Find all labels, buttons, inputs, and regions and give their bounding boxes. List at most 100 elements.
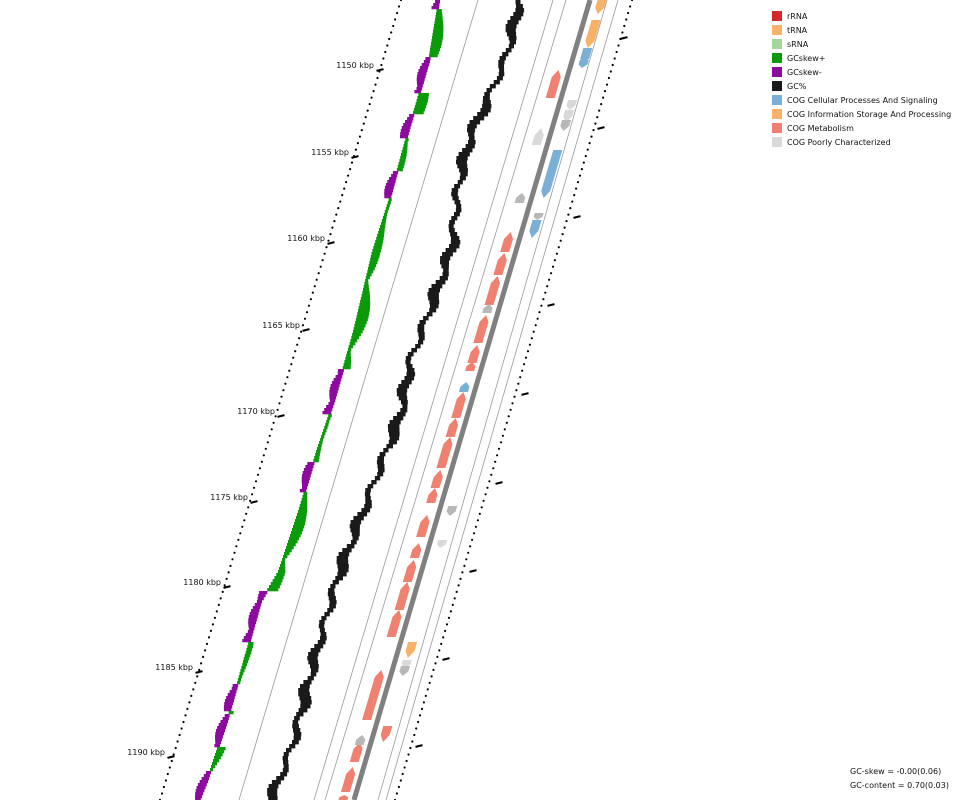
gc-content-bar <box>493 80 500 85</box>
gc-skew-negative-bar <box>256 600 262 604</box>
ruler-dot <box>333 220 336 223</box>
gc-skew-negative-bar <box>301 477 310 481</box>
legend-label: rRNA <box>787 11 808 21</box>
gc-content-bar <box>268 784 279 789</box>
gc-content-bar <box>377 456 384 461</box>
gc-content-bar <box>336 560 349 565</box>
gc-content-bar <box>455 208 462 213</box>
ruler-dot <box>298 337 301 340</box>
gc-skew-positive-bar <box>432 36 443 40</box>
ruler-dot <box>284 382 287 385</box>
small-feature-feature <box>560 120 572 131</box>
gc-skew-positive-bar <box>415 102 428 106</box>
ruler-dot <box>561 233 564 236</box>
ruler-dot <box>521 369 524 372</box>
ruler-dot <box>590 135 593 138</box>
gc-content-bar <box>431 284 443 289</box>
cog-poor-feature <box>563 110 574 122</box>
ruler-dot <box>219 597 222 600</box>
small-feature-feature <box>354 735 366 745</box>
ruler-dot <box>213 616 216 620</box>
gc-skew-positive-bar <box>397 165 404 169</box>
gc-skew-positive-bar <box>286 546 294 550</box>
gc-skew-positive-bar <box>434 21 444 25</box>
gc-skew-negative-bar <box>328 402 335 406</box>
ruler-dot <box>467 551 470 554</box>
gc-content-bar <box>357 512 368 517</box>
cog-cellular-feature <box>458 382 470 392</box>
ruler-dot <box>172 753 175 756</box>
ruler-dot <box>472 532 476 535</box>
ruler-dot <box>413 733 416 737</box>
legend-swatch-icon <box>772 123 782 133</box>
gc-content-bar <box>443 268 449 273</box>
gc-content-bar <box>310 664 319 669</box>
gc-skew-positive-bar <box>355 318 368 322</box>
gc-content-bar <box>401 400 408 405</box>
gc-content-bar <box>427 292 439 297</box>
gc-skew-positive-bar <box>216 750 225 754</box>
gc-skew-negative-bar <box>227 693 236 697</box>
gc-skew-positive-bar <box>375 240 383 244</box>
cog-metabolism-feature <box>473 315 489 343</box>
track-guide-line <box>377 0 608 800</box>
gc-content-bar <box>480 108 491 113</box>
ruler-dot <box>176 740 179 743</box>
gc-content-bar <box>298 688 310 693</box>
gc-content-bar <box>353 516 364 521</box>
gc-skew-negative-bar <box>331 381 341 385</box>
ruler-dot <box>575 187 578 190</box>
ruler-major-tick <box>415 744 423 748</box>
gc-skew-positive-bar <box>344 360 351 364</box>
gc-skew-positive-bar <box>346 354 351 358</box>
ruler-dot <box>403 766 406 769</box>
ruler-dot <box>465 558 468 561</box>
legend: rRNA tRNA sRNA GCskew+ GCskew- GC% COG Cellula… <box>772 9 951 149</box>
ruler-dot <box>341 194 344 197</box>
ruler-dot <box>553 259 557 262</box>
ruler-dot <box>313 285 316 288</box>
gc-skew-negative-bar <box>307 462 315 466</box>
gc-content-bar <box>321 616 327 621</box>
ruler-dot <box>256 473 260 476</box>
ruler-dot <box>323 252 326 255</box>
gc-content-bar <box>418 336 425 341</box>
gc-content-bar <box>387 424 400 429</box>
ruler-dot <box>321 259 324 262</box>
ruler-dot <box>390 31 393 34</box>
gc-content-bar <box>332 580 339 585</box>
ruler-dot <box>362 122 365 125</box>
cog-metabolism-feature <box>493 253 507 275</box>
ruler-dot <box>241 525 244 528</box>
gc-skew-negative-bar <box>329 390 338 394</box>
gc-content-bar <box>398 396 408 401</box>
gc-content-bar <box>462 148 473 153</box>
ruler-dot <box>245 512 248 515</box>
gc-skew-positive-bar <box>272 579 283 583</box>
gc-skew-positive-bar <box>417 96 429 100</box>
legend-label: COG Metabolism <box>787 123 854 133</box>
gc-content-bar <box>393 416 404 421</box>
gc-skew-negative-bar <box>215 732 224 736</box>
ruler-dot <box>397 785 400 789</box>
gc-content-bar <box>456 160 467 165</box>
gc-skew-positive-bar <box>363 288 370 292</box>
ruler-dot <box>496 454 499 457</box>
ruler-dot <box>629 5 632 8</box>
ruler-dot <box>445 623 449 626</box>
gc-skew-positive-bar <box>239 672 244 676</box>
gc-skew-negative-bar <box>409 114 415 118</box>
ruler-dot <box>186 707 189 711</box>
ruler-dot <box>528 343 532 346</box>
ruler-dot <box>162 785 165 789</box>
gc-skew-positive-bar <box>270 582 282 586</box>
gc-content-bar <box>282 768 289 773</box>
gc-skew-positive-bar <box>367 270 374 274</box>
gc-content-bar <box>296 712 304 717</box>
ruler-dot <box>418 714 422 717</box>
gc-skew-negative-bar <box>214 744 220 748</box>
gc-skew-track <box>195 0 444 800</box>
ruler-dot <box>388 37 391 41</box>
gc-skew-positive-bar <box>293 525 305 529</box>
gc-content-bar <box>473 116 485 121</box>
